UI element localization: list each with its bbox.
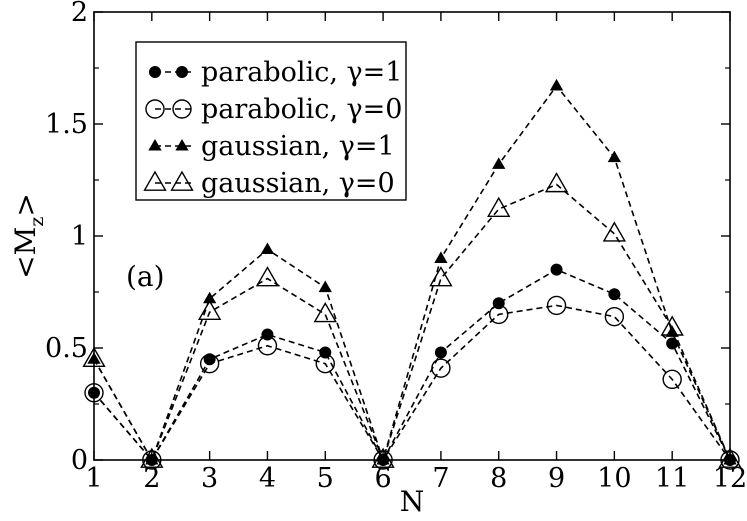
series-layer [82, 78, 742, 470]
data-point [489, 304, 509, 325]
data-point [315, 353, 335, 374]
x-tick-label: 12 [713, 463, 747, 494]
y-axis-title: <Mz> [9, 193, 48, 279]
data-point [197, 299, 222, 321]
data-point [546, 295, 567, 316]
data-point [434, 346, 447, 359]
x-axis-title: N [400, 485, 425, 518]
legend-marker [145, 99, 165, 119]
data-point [429, 266, 453, 287]
legend-entry-2: parabolic, γ=0 [145, 94, 402, 125]
legend-entry-3: gaussian, γ=1 [148, 131, 395, 162]
data-point [260, 242, 275, 254]
data-point [544, 172, 569, 193]
legend: parabolic, γ=1 parabolic, γ=0 gaussian, γ=… [135, 41, 407, 201]
x-tick-label: 9 [548, 463, 565, 494]
x-tick-label: 8 [490, 463, 507, 494]
y-tick-label: 1 [71, 221, 88, 252]
data-point [434, 251, 448, 263]
data-point [666, 337, 679, 350]
legend-entries: parabolic, γ=1 parabolic, γ=0 gaussian, γ=… [143, 57, 402, 199]
series-2 [84, 295, 740, 470]
series-3 [87, 78, 737, 465]
legend-marker [172, 99, 192, 119]
data-point [82, 346, 106, 368]
data-point [255, 266, 280, 287]
series-line [93, 268, 731, 462]
x-tick-label: 1 [85, 463, 102, 494]
data-point [492, 297, 505, 310]
data-point [313, 301, 337, 323]
data-point [720, 450, 740, 470]
y-tick-label: 0.5 [45, 333, 88, 364]
series-line [93, 84, 731, 463]
legend-label: gaussian, γ=0 [201, 168, 395, 199]
data-point [607, 150, 622, 163]
x-tick-label: 6 [374, 463, 391, 494]
data-point [371, 447, 395, 468]
legend-marker [170, 170, 194, 191]
x-tick-label: 2 [143, 463, 160, 494]
data-point [662, 369, 682, 390]
legend-entry-1: parabolic, γ=1 [149, 57, 402, 88]
legend-marker [175, 139, 189, 151]
data-point [602, 221, 627, 242]
legend-entry-4: gaussian, γ=0 [143, 168, 395, 199]
x-tick-label: 10 [597, 463, 631, 494]
legend-label: parabolic, γ=1 [201, 57, 402, 88]
data-point [202, 291, 217, 304]
legend-marker [148, 139, 162, 151]
y-axis-title-main: <M [9, 227, 42, 279]
legend-marker [149, 66, 161, 78]
data-point [492, 157, 506, 169]
data-point [549, 78, 564, 91]
y-tick-label: 1.5 [45, 109, 88, 140]
x-tick-label: 4 [259, 463, 276, 494]
data-point [318, 280, 332, 293]
data-point [199, 353, 220, 374]
panel-label: (a) [126, 260, 165, 293]
data-point [550, 263, 563, 276]
data-point [660, 315, 684, 336]
data-point [140, 447, 164, 468]
x-tick-label: 3 [201, 463, 218, 494]
legend-label: gaussian, γ=1 [201, 131, 395, 162]
data-point [608, 288, 621, 301]
data-point [261, 328, 274, 341]
y-axis-title-close: > [9, 193, 42, 216]
y-axis-title-subscript: z [26, 217, 48, 227]
y-tick-label: 2 [71, 0, 88, 28]
series-line [93, 183, 731, 463]
data-point [87, 352, 101, 364]
data-point [142, 450, 162, 470]
data-point [319, 346, 332, 359]
series-1 [88, 263, 736, 466]
legend-marker [176, 66, 188, 78]
data-point [604, 306, 625, 327]
data-point [431, 358, 451, 378]
data-point [723, 453, 737, 465]
data-point [718, 447, 742, 468]
x-tick-label: 7 [432, 463, 449, 494]
legend-marker [143, 170, 167, 191]
legend-label: parabolic, γ=0 [201, 94, 402, 125]
data-point [487, 196, 511, 217]
data-point [84, 383, 104, 403]
data-point [373, 450, 393, 470]
series-line [93, 304, 731, 462]
x-tick-label: 5 [317, 463, 334, 494]
x-tick-label: 11 [655, 463, 689, 494]
data-point [257, 336, 278, 356]
y-tick-label: 0 [71, 445, 88, 476]
series-4 [82, 172, 742, 468]
